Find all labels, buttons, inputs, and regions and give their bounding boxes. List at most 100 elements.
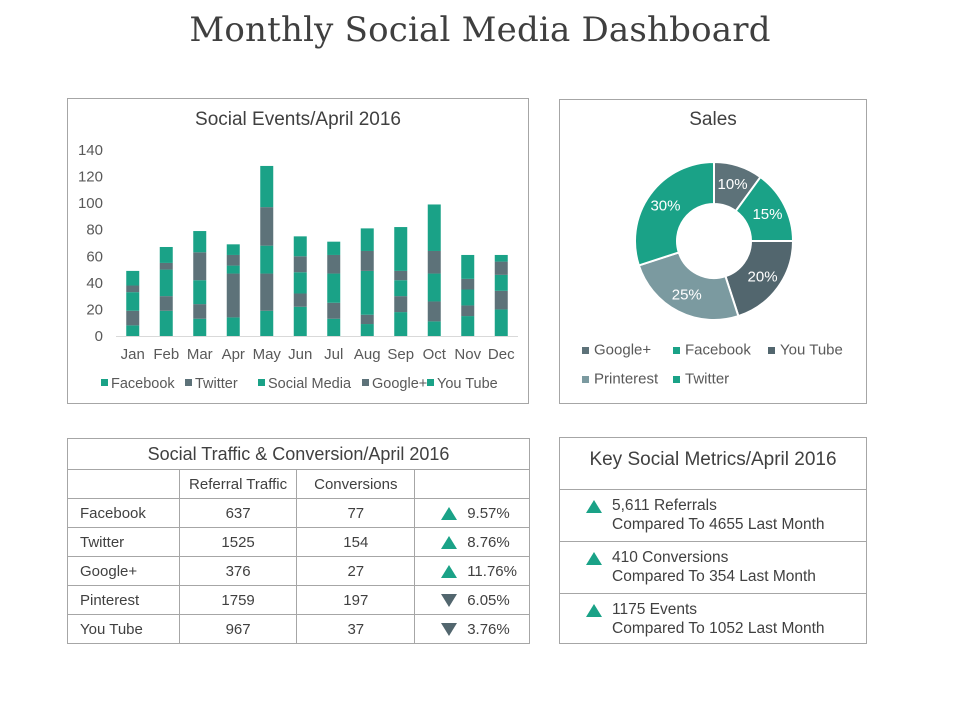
change-value: 6.05%: [467, 591, 510, 609]
bar-segment-twitter: [494, 290, 508, 310]
change-value: 3.76%: [467, 620, 510, 638]
bar-segment-twitter: [360, 314, 374, 325]
legend-label: Facebook: [685, 342, 751, 359]
triangle-down-icon: [441, 594, 458, 608]
bar-segment-twitter: [394, 296, 408, 313]
slice-label: 10%: [718, 176, 748, 193]
x-tick-label: Feb: [153, 346, 179, 363]
table-row: Pinterest 1759 197 6.05%: [67, 585, 530, 615]
metric-item: 1175 Events Compared To 1052 Last Month: [560, 594, 866, 646]
table-row: You Tube 967 37 3.76%: [67, 614, 530, 644]
legend-label: Google+: [594, 342, 651, 359]
triangle-up-icon: [441, 507, 458, 521]
platform-name: Twitter: [67, 527, 180, 557]
platform-name: Pinterest: [67, 585, 180, 615]
bar-segment-you-tube: [360, 228, 374, 251]
bar-segment-you-tube: [461, 254, 475, 279]
bar-segment-twitter: [293, 293, 307, 307]
triangle-up-icon: [586, 552, 602, 565]
bar-segment-google-: [226, 254, 240, 266]
platform-name: Facebook: [67, 498, 180, 528]
social-events-panel: Social Events/April 2016 0 20 40 60 80 100 120…: [67, 98, 529, 404]
legend-label: Facebook: [111, 376, 175, 392]
bar-segment-twitter: [461, 305, 475, 317]
conversions-value: 77: [296, 498, 416, 528]
bar-segment-social-media: [461, 289, 475, 306]
header-conversions: Conversions: [296, 469, 416, 499]
table-row: Google+ 376 27 11.76%: [67, 556, 530, 586]
conversions-value: 37: [296, 614, 416, 644]
change-cell: 6.05%: [414, 585, 530, 615]
bar-segment-social-media: [226, 265, 240, 274]
legend-swatch: [101, 379, 108, 386]
bar-segment-social-media: [293, 272, 307, 294]
legend-swatch: [582, 347, 589, 354]
x-tick-label: Oct: [423, 346, 447, 363]
platform-name: You Tube: [67, 614, 180, 644]
change-cell: 8.76%: [414, 527, 530, 557]
bar-segment-facebook: [226, 317, 240, 336]
metric-headline: 5,611 Referrals: [612, 497, 717, 514]
referral-value: 376: [178, 556, 298, 586]
bar-segment-you-tube: [193, 231, 207, 253]
x-tick-label: Mar: [187, 346, 213, 363]
page-title: Monthly Social Media Dashboard: [189, 10, 771, 50]
legend-label: You Tube: [780, 342, 843, 359]
metric-comparison: Compared To 354 Last Month: [612, 568, 816, 585]
y-tick-label: 60: [86, 248, 103, 265]
referral-value: 1759: [178, 585, 298, 615]
triangle-up-icon: [441, 536, 458, 550]
bar-segment-you-tube: [226, 244, 240, 255]
bar-segment-social-media: [126, 292, 140, 311]
bar-segment-facebook: [461, 316, 475, 336]
metric-item: 5,611 Referrals Compared To 4655 Last Mon…: [560, 490, 866, 542]
metric-comparison: Compared To 4655 Last Month: [612, 516, 825, 533]
header-cell: [67, 469, 180, 499]
bar-segment-you-tube: [494, 254, 508, 262]
traffic-table: Social Traffic & Conversion/April 2016 R…: [67, 438, 530, 644]
bar-segment-google-: [427, 250, 441, 274]
x-tick-label: Dec: [488, 346, 515, 363]
triangle-up-icon: [441, 565, 458, 579]
legend-swatch: [768, 347, 775, 354]
legend-swatch: [582, 376, 589, 383]
x-tick-label: May: [253, 346, 282, 363]
sales-panel: Sales 10% 15% 20% 25% 30% Google+ Facebook You …: [559, 99, 867, 404]
legend-label: You Tube: [437, 376, 498, 392]
bar-segment-facebook: [260, 310, 274, 336]
bar-segment-social-media: [427, 273, 441, 302]
header-referral: Referral Traffic: [178, 469, 298, 499]
bar-segment-facebook: [293, 306, 307, 336]
y-tick-label: 140: [78, 142, 103, 159]
y-tick-label: 100: [78, 195, 103, 212]
x-tick-label: Jul: [324, 346, 343, 363]
header-change: [414, 469, 530, 499]
bar-segment-facebook: [327, 318, 341, 336]
donut-slice-twitter: [634, 160, 715, 267]
bar-segment-facebook: [427, 321, 441, 336]
y-tick-label: 120: [78, 169, 103, 186]
referral-value: 967: [178, 614, 298, 644]
bar-segment-you-tube: [327, 241, 341, 255]
bar-segment-google-: [260, 207, 274, 246]
change-value: 11.76%: [467, 562, 517, 580]
bar-segment-google-: [494, 261, 508, 275]
slice-label: 25%: [672, 286, 702, 303]
bar-segment-social-media: [327, 273, 341, 303]
platform-name: Google+: [67, 556, 180, 586]
slice-label: 30%: [650, 198, 680, 215]
bar-segment-google-: [360, 250, 374, 271]
bar-segment-you-tube: [394, 227, 408, 271]
bar-segment-social-media: [494, 274, 508, 291]
legend-swatch: [258, 379, 265, 386]
x-tick-label: Jan: [121, 346, 145, 363]
slice-label: 20%: [748, 268, 778, 285]
change-value: 8.76%: [467, 533, 510, 551]
x-tick-label: Jun: [288, 346, 312, 363]
bar-segment-you-tube: [159, 246, 173, 263]
bar-segment-social-media: [260, 245, 274, 274]
x-tick-label: Apr: [222, 346, 245, 363]
bar-segment-social-media: [360, 270, 374, 315]
metric-item: 410 Conversions Compared To 354 Last Mont…: [560, 542, 866, 594]
bar-segment-twitter: [193, 304, 207, 319]
